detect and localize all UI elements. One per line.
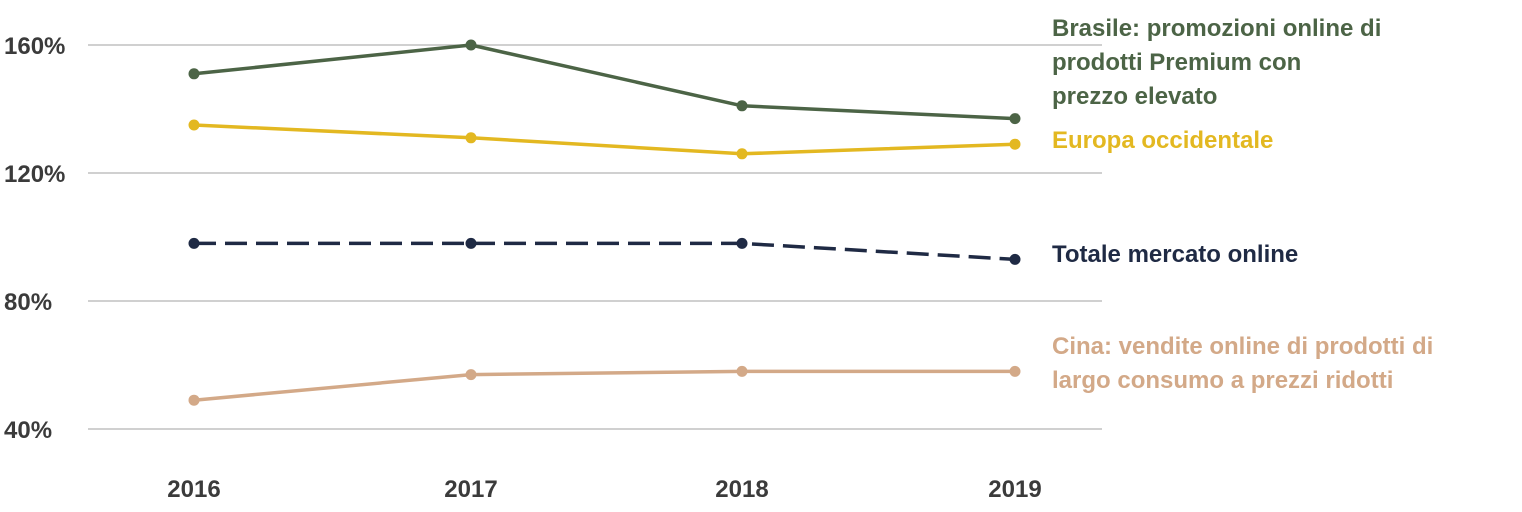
series-line-totale — [194, 241, 1016, 262]
data-point-europa-2017 — [465, 132, 477, 144]
series-label-line: Brasile: promozioni online di — [1052, 15, 1381, 42]
data-point-europa-2016 — [188, 119, 200, 131]
series-label-line: largo consumo a prezzi ridotti — [1052, 367, 1393, 394]
series-label-cina: Cina: vendite online di prodotti di largo… — [1052, 333, 1433, 394]
series-labels: Brasile: promozioni online di prodotti Pr… — [1052, 15, 1433, 394]
series-label-line: prezzo elevato — [1052, 83, 1217, 110]
x-tick-label: 2018 — [715, 476, 768, 503]
series-brasile — [188, 39, 1021, 125]
series-line-cina — [193, 369, 1015, 402]
series-lines — [188, 39, 1021, 406]
gridlines — [88, 44, 1102, 430]
series-label-line: prodotti Premium con — [1052, 49, 1301, 76]
data-point-cina-2016 — [188, 394, 200, 406]
data-point-totale-2016 — [188, 237, 200, 249]
x-tick-label: 2017 — [444, 476, 497, 503]
series-totale — [188, 237, 1021, 265]
x-axis-tick-labels: 2016 2017 2018 2019 — [167, 476, 1041, 503]
data-point-totale-2018 — [736, 237, 748, 249]
x-tick-label: 2016 — [167, 476, 220, 503]
series-europa — [188, 119, 1021, 160]
data-point-brasile-2016 — [188, 68, 200, 80]
data-point-brasile-2019 — [1009, 113, 1021, 125]
series-label-totale: Totale mercato online — [1052, 241, 1298, 268]
data-point-brasile-2017 — [465, 39, 477, 51]
data-point-totale-2019 — [1009, 253, 1021, 265]
series-label-line: Totale mercato online — [1052, 241, 1298, 268]
data-point-europa-2019 — [1009, 138, 1021, 150]
series-label-line: Cina: vendite online di prodotti di — [1052, 333, 1433, 360]
series-label-brasile: Brasile: promozioni online di prodotti Pr… — [1052, 15, 1381, 110]
data-point-cina-2018 — [736, 365, 748, 377]
series-cina — [188, 365, 1021, 406]
y-tick-label: 80% — [4, 289, 52, 316]
series-line-brasile — [193, 43, 1016, 121]
x-tick-label: 2019 — [988, 476, 1041, 503]
y-tick-label: 40% — [4, 417, 52, 444]
data-point-europa-2018 — [736, 148, 748, 160]
y-tick-label: 160% — [4, 33, 65, 60]
data-point-totale-2017 — [465, 237, 477, 249]
data-point-cina-2019 — [1009, 365, 1021, 377]
y-axis-tick-labels: 40% 80% 120% 160% — [4, 33, 65, 444]
series-label-europa: Europa occidentale — [1052, 127, 1273, 154]
data-point-cina-2017 — [465, 369, 477, 381]
data-point-brasile-2018 — [736, 100, 748, 112]
series-label-line: Europa occidentale — [1052, 127, 1273, 154]
series-line-europa — [193, 123, 1016, 156]
y-tick-label: 120% — [4, 161, 65, 188]
